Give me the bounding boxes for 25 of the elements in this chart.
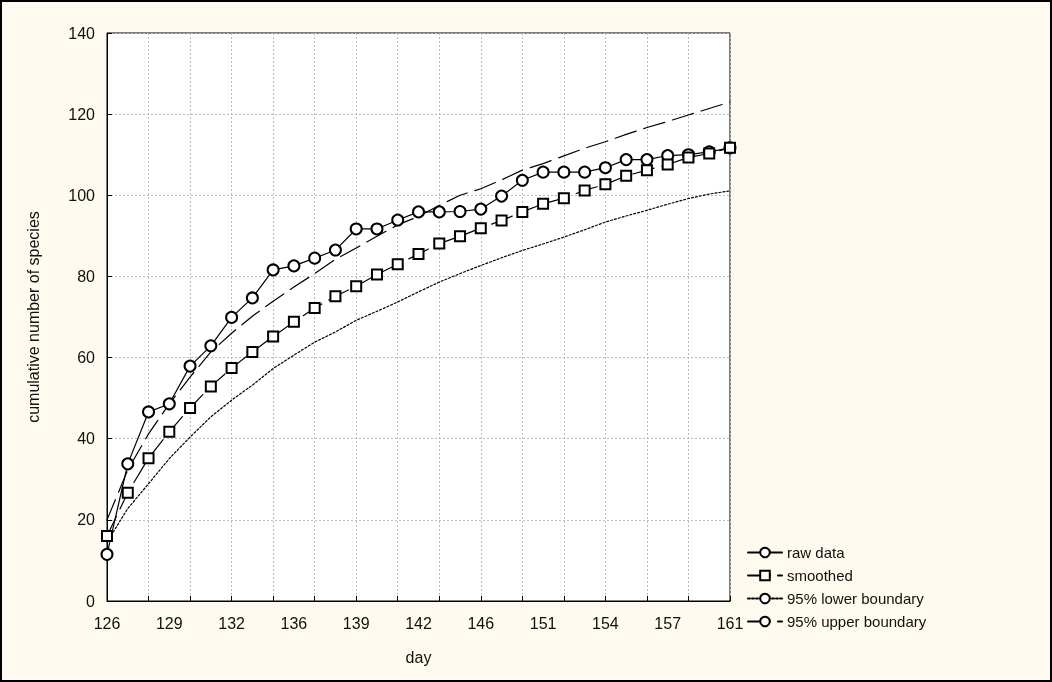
x-tick-label: 129 [155,614,183,632]
x-tick-label: 157 [654,614,682,632]
x-tick-label: 139 [342,614,370,632]
x-tick-label: 142 [405,614,432,632]
legend-label: 95% upper boundary [787,613,927,630]
y-tick-label: 140 [68,24,96,42]
legend-label: smoothed [787,567,853,584]
y-tick-label: 80 [77,267,96,285]
y-tick-label: 20 [77,511,96,529]
x-tick-label: 151 [529,614,557,632]
x-tick-label: 161 [716,614,744,632]
x-tick-label: 146 [467,614,495,632]
y-tick-label: 100 [68,186,96,204]
x-tick-label: 126 [93,614,121,632]
y-axis-title: cumulative number of species [24,211,42,423]
y-tick-label: 0 [86,592,96,610]
legend-label: 95% lower boundary [787,590,925,607]
y-tick-label: 40 [77,430,96,448]
legend-label: raw data [787,544,846,561]
x-tick-label: 136 [280,614,308,632]
y-tick-label: 120 [68,105,96,123]
y-tick-label: 60 [77,349,96,367]
x-tick-label: 132 [218,614,246,632]
x-tick-label: 154 [592,614,619,632]
x-axis-title: day [405,648,432,666]
